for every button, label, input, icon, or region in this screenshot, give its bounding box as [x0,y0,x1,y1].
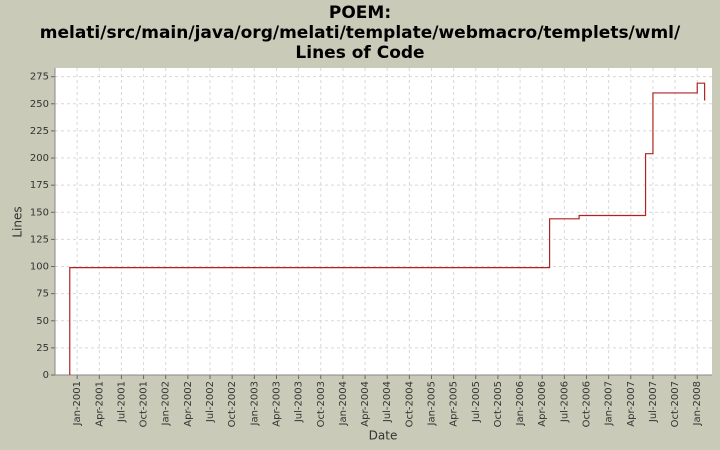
x-tick-label: Jul-2002 [205,381,216,423]
y-tick-label: 125 [30,234,49,245]
y-tick-label: 200 [30,153,49,164]
y-tick-label: 225 [30,126,49,137]
x-tick-label: Oct-2005 [493,381,504,427]
x-tick-label: Jan-2002 [161,381,172,426]
y-tick-label: 25 [36,343,49,354]
x-tick-label: Jan-2006 [515,381,526,426]
x-tick-label: Oct-2006 [582,381,593,427]
x-tick-label: Jul-2005 [471,381,482,423]
x-tick-label: Jan-2005 [426,381,437,426]
x-tick-label: Apr-2005 [449,381,460,427]
y-tick-label: 0 [43,370,49,381]
x-tick-label: Apr-2004 [360,381,371,427]
x-tick-label: Oct-2004 [404,381,415,427]
x-tick-label: Jan-2001 [72,381,83,426]
x-tick-label: Jan-2004 [338,381,349,426]
data-line [69,82,706,375]
y-tick-label: 150 [30,207,49,218]
x-tick-label: Jul-2003 [294,381,305,423]
x-tick-label: Apr-2002 [183,381,194,427]
x-tick-label: Jul-2007 [648,381,659,423]
y-tick-label: 50 [36,316,49,327]
x-tick-label: Apr-2001 [94,381,105,427]
x-tick-label: Apr-2003 [271,381,282,427]
x-axis-label: Date [369,429,398,443]
plot-area [55,68,712,375]
x-tick-label: Jul-2006 [559,381,570,423]
y-tick-label: 75 [36,289,49,300]
x-tick-label: Apr-2006 [537,381,548,427]
y-axis-label: Lines [11,206,25,237]
x-tick-label: Oct-2001 [139,381,150,427]
y-tick-label: 275 [30,72,49,83]
chart-title: Lines of Code [295,43,424,63]
x-tick-label: Apr-2007 [626,381,637,427]
x-tick-label: Jan-2007 [604,381,615,426]
x-tick-label: Oct-2003 [316,381,327,427]
x-tick-label: Oct-2007 [670,381,681,427]
y-tick-label: 100 [30,262,49,273]
y-tick-label: 175 [30,180,49,191]
chart-title: melati/src/main/java/org/melati/template… [40,23,681,43]
x-tick-label: Oct-2002 [227,381,238,427]
x-tick-label: Jan-2008 [692,381,703,426]
x-tick-label: Jan-2003 [249,381,260,426]
y-tick-label: 250 [30,99,49,110]
x-tick-label: Jul-2004 [382,381,393,423]
x-tick-label: Jul-2001 [116,381,127,423]
chart-title: POEM: [329,3,391,23]
